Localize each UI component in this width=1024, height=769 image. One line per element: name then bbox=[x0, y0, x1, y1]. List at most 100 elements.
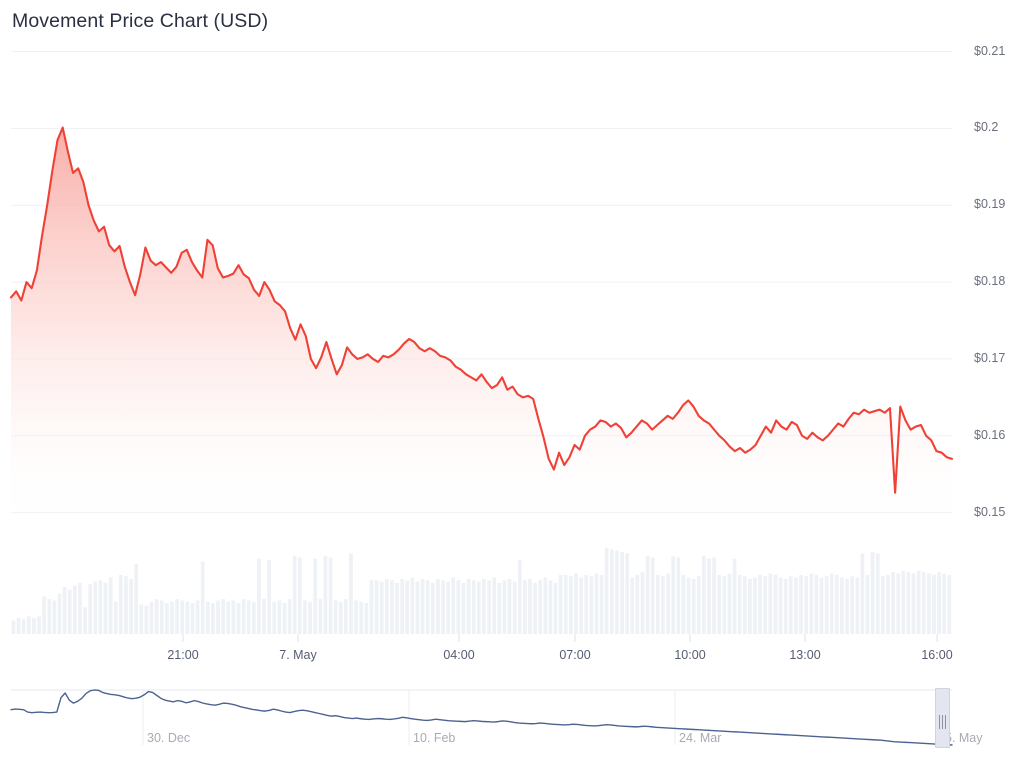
volume-bar bbox=[134, 564, 139, 635]
volume-bar bbox=[579, 577, 583, 634]
volume-bar bbox=[344, 599, 348, 634]
volume-bar bbox=[205, 601, 210, 634]
volume-bar bbox=[298, 557, 302, 634]
volume-bar bbox=[497, 582, 502, 634]
volume-bar bbox=[88, 584, 93, 634]
volume-bars bbox=[11, 548, 952, 635]
volume-bar bbox=[492, 577, 497, 634]
volume-bar bbox=[533, 582, 537, 634]
volume-bar bbox=[671, 556, 676, 634]
volume-bar bbox=[124, 576, 128, 634]
navigator-line bbox=[10, 689, 953, 746]
volume-bar bbox=[72, 585, 77, 635]
volume-bar bbox=[870, 552, 875, 634]
volume-bar bbox=[287, 599, 292, 634]
volume-bar bbox=[98, 580, 103, 634]
volume-bar bbox=[538, 580, 543, 634]
volume-bar bbox=[630, 577, 635, 634]
volume-bar bbox=[415, 581, 420, 634]
volume-bar bbox=[650, 557, 655, 634]
price-area-fill bbox=[11, 127, 952, 529]
x-axis-ticks bbox=[182, 634, 938, 642]
volume-bar bbox=[615, 550, 619, 634]
volume-bar bbox=[272, 601, 277, 634]
volume-bar bbox=[942, 573, 947, 634]
volume-bar bbox=[927, 573, 931, 634]
volume-bar bbox=[149, 601, 154, 634]
volume-bar bbox=[374, 580, 379, 634]
volume-bar bbox=[584, 574, 589, 635]
navigator-range-handle[interactable] bbox=[935, 688, 950, 748]
x-axis-tick-label: 13:00 bbox=[789, 648, 821, 662]
volume-bar bbox=[262, 599, 266, 634]
volume-bar bbox=[267, 560, 271, 634]
volume-bar bbox=[523, 580, 527, 634]
page-title: Movement Price Chart (USD) bbox=[12, 10, 269, 32]
volume-bar bbox=[732, 558, 737, 634]
navigator-tick-label: 5. May bbox=[945, 731, 983, 745]
volume-bar bbox=[52, 600, 57, 634]
volume-bar bbox=[425, 580, 430, 634]
volume-bar bbox=[829, 573, 834, 634]
volume-bar bbox=[860, 553, 865, 635]
volume-bar bbox=[410, 577, 415, 634]
volume-bar bbox=[436, 578, 440, 634]
volume-bar bbox=[231, 600, 236, 634]
volume-bar bbox=[609, 549, 614, 634]
volume-bar bbox=[712, 557, 716, 634]
volume-bar bbox=[502, 580, 507, 634]
volume-bar bbox=[722, 576, 727, 634]
volume-bar bbox=[420, 578, 425, 634]
volume-bar bbox=[108, 577, 113, 634]
volume-bar bbox=[78, 582, 82, 634]
volume-bar bbox=[221, 599, 225, 634]
volume-bar bbox=[37, 616, 41, 634]
volume-bar bbox=[180, 600, 185, 634]
volume-bar bbox=[594, 573, 599, 634]
volume-bar bbox=[916, 570, 921, 634]
volume-bar bbox=[26, 616, 31, 634]
volume-bar bbox=[758, 574, 762, 635]
volume-bar bbox=[727, 573, 732, 634]
volume-bar bbox=[819, 577, 824, 634]
volume-bar bbox=[451, 577, 456, 634]
volume-bar bbox=[318, 599, 323, 634]
volume-bar bbox=[175, 599, 179, 634]
volume-bar bbox=[645, 556, 650, 634]
volume-bar bbox=[313, 558, 318, 634]
volume-bar bbox=[691, 578, 696, 634]
volume-bar bbox=[799, 574, 803, 635]
volume-bar bbox=[661, 576, 665, 634]
volume-bar bbox=[32, 617, 36, 635]
volume-bar bbox=[773, 574, 778, 635]
volume-bar bbox=[528, 578, 532, 634]
volume-bar bbox=[886, 574, 890, 635]
volume-bar bbox=[246, 600, 251, 634]
y-axis-tick-label: $0.18 bbox=[974, 274, 1006, 289]
volume-bar bbox=[251, 601, 256, 634]
volume-bar bbox=[947, 574, 952, 635]
x-axis-tick-label: 04:00 bbox=[443, 648, 475, 662]
navigator-tick-label: 10. Feb bbox=[413, 731, 456, 745]
volume-bar bbox=[753, 577, 757, 634]
volume-bar bbox=[574, 573, 578, 634]
x-axis-tick-label: 16:00 bbox=[921, 648, 953, 662]
volume-bar bbox=[390, 580, 394, 634]
volume-bar bbox=[42, 596, 46, 635]
volume-bar bbox=[901, 570, 906, 634]
navigator-grip-line bbox=[942, 715, 943, 729]
y-axis-tick-label: $0.17 bbox=[974, 350, 1006, 365]
volume-bar bbox=[814, 574, 819, 635]
volume-bar bbox=[681, 574, 686, 635]
volume-bar bbox=[216, 600, 220, 634]
volume-bar bbox=[67, 589, 72, 634]
volume-bar bbox=[676, 557, 681, 634]
volume-bar bbox=[932, 574, 936, 635]
volume-bar bbox=[875, 553, 880, 635]
volume-bar bbox=[696, 576, 701, 634]
volume-bar bbox=[845, 578, 849, 634]
volume-bar bbox=[359, 601, 364, 634]
volume-bar bbox=[507, 578, 512, 634]
